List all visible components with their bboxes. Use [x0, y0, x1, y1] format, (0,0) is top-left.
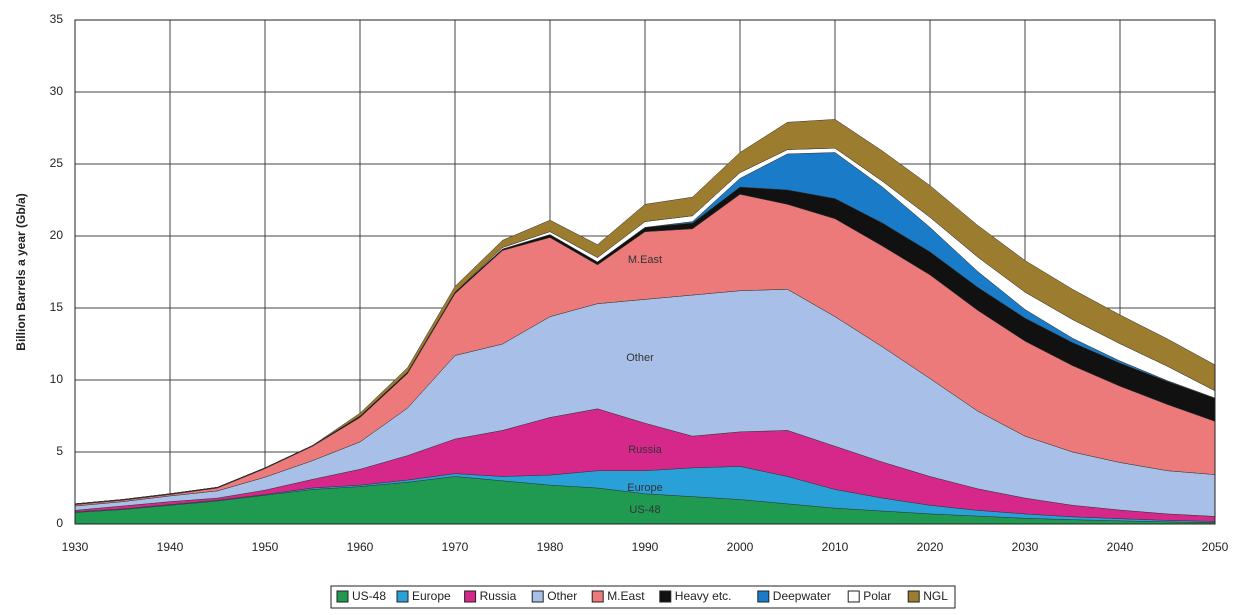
x-tick-label: 1930 — [62, 540, 89, 554]
x-tick-label: 2010 — [822, 540, 849, 554]
legend: US-48 Europe Russia Other M.East Heavy etc. De… — [330, 585, 956, 609]
legend-swatch — [464, 590, 477, 603]
legend-box — [330, 585, 956, 609]
y-tick-label: 15 — [50, 300, 64, 314]
plot-border — [74, 19, 1216, 525]
y-tick-label: 0 — [56, 516, 63, 530]
legend-swatch — [336, 590, 349, 603]
legend-swatch — [907, 590, 920, 603]
x-tick-label: 1960 — [347, 540, 374, 554]
y-tick-label: 20 — [50, 228, 64, 242]
x-tick-label: 2030 — [1012, 540, 1039, 554]
legend-swatch — [591, 590, 604, 603]
y-tick-label: 5 — [56, 444, 63, 458]
legend-label: Europe — [412, 589, 451, 603]
legend-swatch — [659, 590, 672, 603]
plot-area — [74, 119, 1216, 525]
legend-label: Heavy etc. — [675, 589, 732, 603]
legend-swatch — [531, 590, 544, 603]
legend-label: Deepwater — [773, 589, 831, 603]
area-label: Russia — [628, 444, 663, 456]
y-tick-label: 30 — [50, 84, 64, 98]
x-tick-label: 1980 — [537, 540, 564, 554]
area-label: US-48 — [629, 504, 660, 516]
x-tick-label: 1950 — [252, 540, 279, 554]
x-tick-label: 2050 — [1202, 540, 1229, 554]
x-tick-label: 1990 — [632, 540, 659, 554]
y-tick-label: 35 — [50, 12, 64, 26]
area-labels: M.East Other Russia Europe US-48 — [626, 254, 663, 516]
x-tick-label: 1940 — [157, 540, 184, 554]
legend-swatch — [757, 590, 770, 603]
area-label: M.East — [628, 254, 662, 266]
y-axis-label: Billion Barrels a year (Gb/a) — [14, 193, 28, 350]
legend-swatch — [847, 590, 860, 603]
legend-swatch — [396, 590, 409, 603]
legend-label: Polar — [863, 589, 891, 603]
y-tick-label: 25 — [50, 156, 64, 170]
area-label: Europe — [627, 482, 662, 494]
legend-label: NGL — [923, 589, 948, 603]
legend-label: US-48 — [352, 589, 386, 603]
x-tick-label: 2020 — [917, 540, 944, 554]
area-label: Other — [626, 352, 654, 364]
legend-label: M.East — [607, 589, 645, 603]
legend-label: Russia — [480, 589, 517, 603]
y-tick-label: 10 — [50, 372, 64, 386]
x-tick-label: 2000 — [727, 540, 754, 554]
x-tick-label: 1970 — [442, 540, 469, 554]
legend-label: Other — [547, 589, 577, 603]
x-tick-label: 2040 — [1107, 540, 1134, 554]
